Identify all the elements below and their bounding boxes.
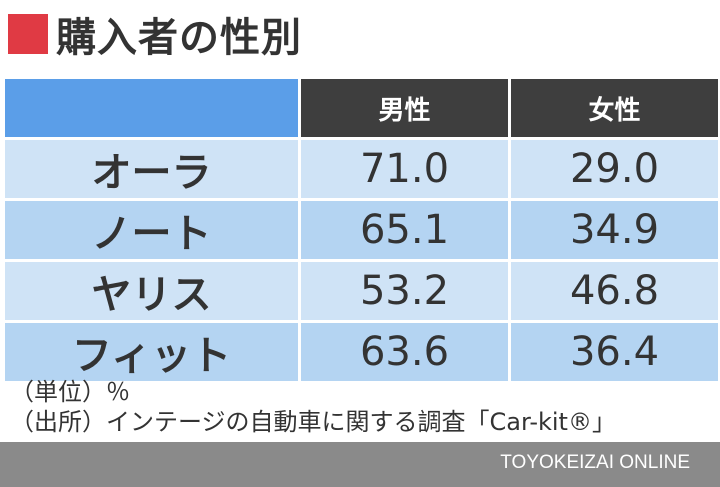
cell-female: 46.8 [508,259,720,323]
row-label: オーラ [2,137,301,201]
header-blank-cell [2,76,301,140]
table-row: オーラ 71.0 29.0 [2,137,720,201]
brand-label: TOYOKEIZAI ONLINE [500,452,690,473]
table-row: フィット 63.6 36.4 [2,320,720,384]
unit-note: （単位）％ [10,378,130,406]
data-table: 男性 女性 オーラ 71.0 29.0 ノート 65.1 34.9 ヤリス 53… [2,76,720,384]
header-row: 男性 女性 [2,76,720,140]
cell-female: 34.9 [508,198,720,262]
cell-male: 63.6 [298,320,511,384]
footer-bar: TOYOKEIZAI ONLINE [0,442,720,487]
row-label: フィット [2,320,301,384]
row-label: ヤリス [2,259,301,323]
cell-male: 53.2 [298,259,511,323]
page-title: 購入者の性別 [56,15,302,61]
cell-male: 71.0 [298,137,511,201]
table-row: ノート 65.1 34.9 [2,198,720,262]
cell-female: 36.4 [508,320,720,384]
title-marker [8,14,48,54]
column-header-male: 男性 [298,76,511,140]
table-row: ヤリス 53.2 46.8 [2,259,720,323]
column-header-female: 女性 [508,76,720,140]
title-row: 購入者の性別 [8,6,302,62]
cell-female: 29.0 [508,137,720,201]
row-label: ノート [2,198,301,262]
source-note: （出所）インテージの自動車に関する調査「Car-kit®」 [10,408,616,436]
cell-male: 65.1 [298,198,511,262]
